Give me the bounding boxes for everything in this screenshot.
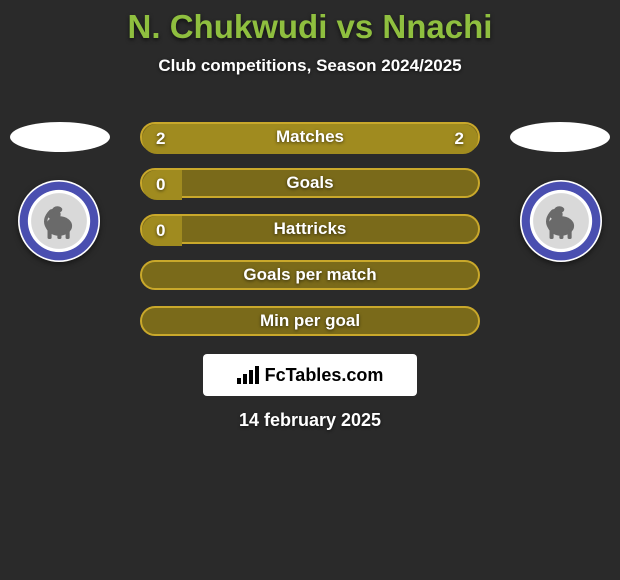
player-photo-placeholder-left: [10, 122, 110, 152]
title-text: N. Chukwudi vs Nnachi: [128, 8, 493, 45]
club-badge-left-svg: [18, 180, 100, 262]
stat-row: Matches 2 2: [140, 122, 480, 152]
stat-label: Hattricks: [274, 219, 347, 239]
stat-label: Goals: [286, 173, 333, 193]
stat-row: Hattricks 0: [140, 214, 480, 244]
page-title: N. Chukwudi vs Nnachi: [0, 0, 620, 46]
stat-label: Min per goal: [260, 311, 360, 331]
fctables-logo: FcTables.com: [203, 354, 417, 396]
stat-value-left: 0: [142, 216, 179, 246]
club-badge-left: [18, 180, 100, 262]
bar-chart-icon: [237, 366, 259, 384]
stat-label: Goals per match: [243, 265, 376, 285]
stat-row: Goals per match: [140, 260, 480, 290]
logo-text: FcTables.com: [265, 365, 384, 386]
player-photo-placeholder-right: [510, 122, 610, 152]
club-badge-right-svg: [520, 180, 602, 262]
stat-value-left: 0: [142, 170, 179, 200]
stat-value-left: 2: [142, 124, 179, 154]
subtitle: Club competitions, Season 2024/2025: [0, 56, 620, 76]
stat-row: Goals 0: [140, 168, 480, 198]
stat-label: Matches: [276, 127, 344, 147]
club-badge-right: [520, 180, 602, 262]
stat-value-right: 2: [441, 124, 478, 154]
date-text: 14 february 2025: [239, 410, 381, 430]
stats-container: Matches 2 2 Goals 0 Hattricks 0 Goals per match…: [140, 122, 480, 352]
stat-row: Min per goal: [140, 306, 480, 336]
date-label: 14 february 2025: [0, 410, 620, 431]
subtitle-text: Club competitions, Season 2024/2025: [158, 56, 461, 75]
